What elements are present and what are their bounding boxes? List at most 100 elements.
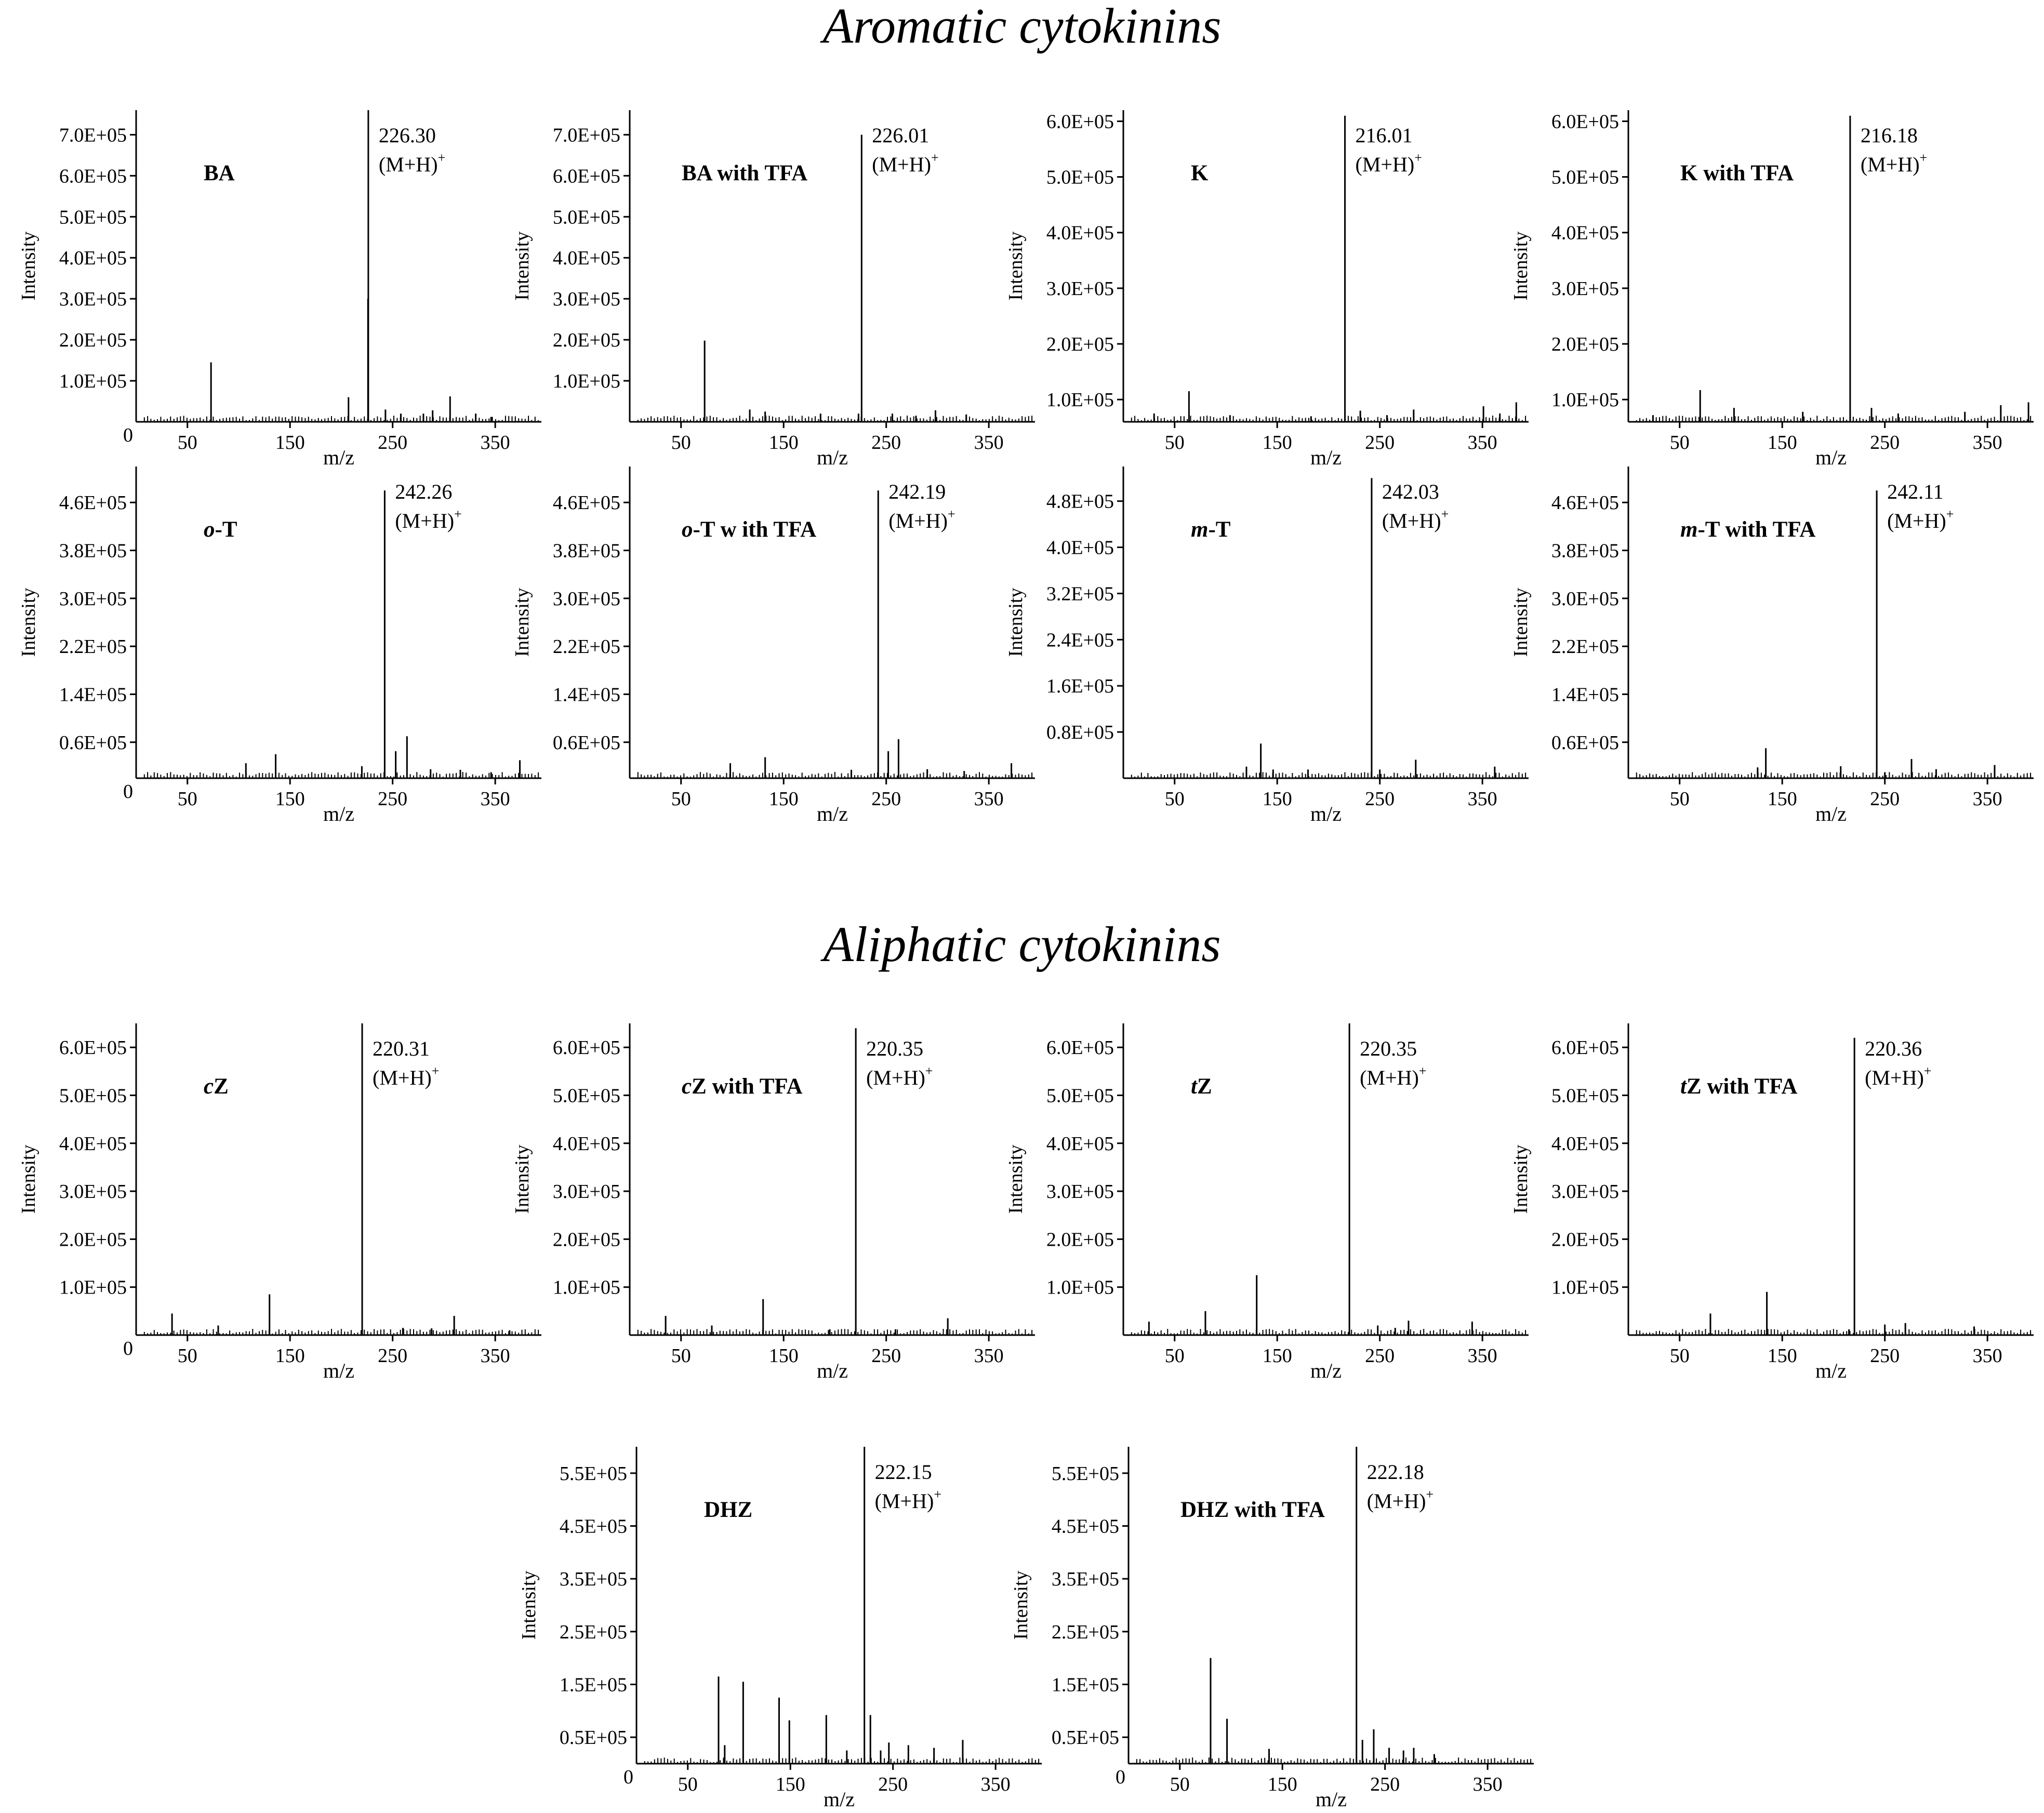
- baseline-noise: [637, 1329, 1033, 1335]
- peak-ion-label: (M+H)+: [379, 150, 445, 176]
- peak-mz-label: 242.19: [888, 480, 946, 503]
- x-tick-label: 150: [275, 1345, 305, 1367]
- y-tick-label: 2.5E+05: [560, 1621, 627, 1643]
- x-tick-label: 350: [1973, 1345, 2002, 1367]
- x-tick-label: 50: [1170, 1774, 1190, 1795]
- x-tick-label: 350: [1468, 1345, 1497, 1367]
- y-axis-title: Intensity: [18, 232, 39, 301]
- compound-name: o-T: [204, 517, 237, 542]
- x-origin-label: 0: [623, 1766, 633, 1788]
- y-tick-label: 0.6E+05: [59, 732, 127, 754]
- x-axis-title: m/z: [1310, 802, 1342, 825]
- x-tick-label: 150: [1768, 788, 1797, 810]
- y-axis-title: Intensity: [511, 1145, 533, 1214]
- y-tick-label: 5.0E+05: [1551, 1085, 1619, 1107]
- y-tick-label: 1.0E+05: [553, 370, 620, 392]
- compound-name: cZ with TFA: [682, 1074, 803, 1099]
- compound-name: BA: [204, 161, 235, 185]
- x-tick-label: 150: [1768, 432, 1797, 454]
- spectrum-panel-7: 0.8E+05 1.6E+05 2.4E+05 3.2E+05 4.0E+05 4.8E+…: [1005, 466, 1529, 825]
- compound-name: K with TFA: [1680, 161, 1794, 185]
- x-tick-label: 250: [378, 788, 407, 810]
- peak-ion-label: (M+H)+: [1861, 150, 1927, 176]
- y-tick-label: 1.4E+05: [553, 684, 620, 705]
- y-tick-label: 3.2E+05: [1046, 583, 1114, 605]
- x-tick-label: 350: [481, 432, 510, 454]
- y-tick-label: 2.0E+05: [1046, 1229, 1114, 1250]
- y-tick-label: 3.0E+05: [1551, 588, 1619, 610]
- y-tick-label: 3.5E+05: [1052, 1568, 1119, 1590]
- y-tick-label: 1.6E+05: [1046, 675, 1114, 697]
- x-axis-title: m/z: [1815, 802, 1847, 825]
- y-tick-label: 7.0E+05: [59, 124, 127, 146]
- x-origin-label: 0: [1116, 1766, 1125, 1788]
- y-tick-label: 1.5E+05: [1052, 1674, 1119, 1696]
- y-tick-label: 4.6E+05: [1551, 492, 1619, 514]
- x-axis-title: m/z: [323, 802, 354, 825]
- x-tick-label: 50: [178, 788, 197, 810]
- peak-ion-label: (M+H)+: [373, 1063, 439, 1089]
- peak-mz-label: 216.01: [1356, 124, 1413, 147]
- baseline-noise: [1636, 772, 2032, 778]
- compound-name: DHZ with TFA: [1180, 1498, 1325, 1522]
- x-tick-label: 50: [671, 788, 691, 810]
- spectrum-panel-6: 0.6E+05 1.4E+05 2.2E+05 3.0E+05 3.8E+05 4.6E+…: [511, 466, 1035, 825]
- x-axis-title: m/z: [1316, 1788, 1347, 1810]
- x-tick-label: 350: [1468, 432, 1497, 454]
- compound-name: m-T: [1191, 517, 1231, 542]
- compound-name: K: [1191, 161, 1209, 185]
- x-tick-label: 350: [481, 1345, 510, 1367]
- spectrum-panel-3: 1.0E+05 2.0E+05 3.0E+05 4.0E+05 5.0E+05 6.0E+…: [1005, 110, 1529, 469]
- compound-name: o-T w ith TFA: [682, 517, 816, 542]
- peak-mz-label: 220.35: [1360, 1037, 1417, 1060]
- y-tick-label: 6.0E+05: [1046, 1037, 1114, 1059]
- y-tick-label: 3.0E+05: [553, 288, 620, 310]
- y-tick-label: 3.0E+05: [59, 588, 127, 610]
- y-tick-label: 2.4E+05: [1046, 629, 1114, 651]
- x-tick-label: 250: [378, 432, 407, 454]
- y-tick-label: 4.0E+05: [59, 247, 127, 269]
- peak-mz-label: 242.11: [1887, 480, 1944, 503]
- y-tick-label: 3.0E+05: [553, 588, 620, 610]
- y-tick-label: 3.5E+05: [560, 1568, 627, 1590]
- x-axis-title: m/z: [817, 802, 848, 825]
- peak-ion-label: (M+H)+: [888, 506, 955, 532]
- spectrum-panel-8: 0.6E+05 1.4E+05 2.2E+05 3.0E+05 3.8E+05 4.6E+…: [1510, 466, 2034, 825]
- x-axis-title: m/z: [1815, 446, 1847, 469]
- x-tick-label: 250: [1870, 1345, 1900, 1367]
- y-tick-label: 5.0E+05: [553, 206, 620, 228]
- y-tick-label: 4.0E+05: [553, 247, 620, 269]
- y-tick-label: 4.5E+05: [1052, 1516, 1119, 1538]
- x-tick-label: 350: [1468, 788, 1497, 810]
- x-tick-label: 150: [1263, 432, 1292, 454]
- y-tick-label: 3.0E+05: [1046, 278, 1114, 300]
- y-tick-label: 4.6E+05: [59, 492, 127, 514]
- y-tick-label: 3.8E+05: [1551, 540, 1619, 562]
- y-axis-title: Intensity: [1005, 588, 1027, 657]
- baseline-noise: [1636, 416, 2032, 422]
- x-tick-label: 250: [1365, 432, 1395, 454]
- spectrum-panel-11: 1.0E+05 2.0E+05 3.0E+05 4.0E+05 5.0E+05 6.0E+…: [1005, 1023, 1529, 1382]
- y-tick-label: 2.2E+05: [553, 636, 620, 658]
- spectrum-panel-2: 1.0E+05 2.0E+05 3.0E+05 4.0E+05 5.0E+05 6.0E+…: [511, 110, 1035, 469]
- aromatic-section-title: Aromatic cytokinins: [820, 0, 1222, 54]
- y-tick-label: 4.6E+05: [553, 492, 620, 514]
- y-axis-title: Intensity: [1005, 232, 1027, 301]
- x-tick-label: 50: [1670, 432, 1690, 454]
- x-tick-label: 50: [671, 1345, 691, 1367]
- x-axis-title: m/z: [323, 1359, 354, 1382]
- x-tick-label: 150: [1268, 1774, 1297, 1795]
- x-tick-label: 50: [1165, 432, 1185, 454]
- y-tick-label: 1.5E+05: [560, 1674, 627, 1696]
- y-axis-title: Intensity: [1005, 1145, 1027, 1214]
- x-tick-label: 50: [178, 1345, 197, 1367]
- y-tick-label: 4.0E+05: [1046, 222, 1114, 244]
- x-origin-label: 0: [123, 1338, 133, 1359]
- y-tick-label: 3.0E+05: [1046, 1181, 1114, 1203]
- x-axis-title: m/z: [1815, 1359, 1847, 1382]
- y-tick-label: 5.0E+05: [59, 1085, 127, 1107]
- y-tick-label: 3.0E+05: [59, 288, 127, 310]
- peak-ion-label: (M+H)+: [875, 1487, 941, 1513]
- peak-ion-label: (M+H)+: [1382, 506, 1449, 532]
- y-tick-label: 4.0E+05: [1551, 1133, 1619, 1155]
